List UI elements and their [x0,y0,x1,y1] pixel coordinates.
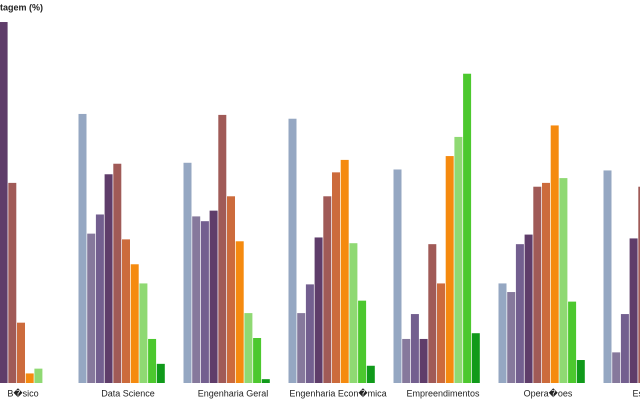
bar [507,292,516,383]
bar [576,360,585,383]
bar [87,233,96,383]
bar [428,244,437,383]
bar [410,314,419,383]
bar [393,169,402,383]
bar [638,186,640,383]
bar [366,365,375,383]
bar [533,186,542,383]
bar [314,237,323,383]
bar [104,174,113,383]
bar [629,238,638,383]
x-tick-label: Escolha C [632,388,640,398]
bar [358,300,367,383]
bar [620,314,629,383]
bar [122,239,130,383]
bar [498,283,507,383]
bar [148,338,157,383]
bar [8,182,17,383]
bar [0,22,8,384]
bar [200,221,209,383]
bar [332,172,340,383]
x-tick-label: Empreendimentos [406,388,480,398]
bar [192,216,201,383]
bar [218,114,227,384]
bar [471,333,480,383]
bar [612,352,621,383]
bar [209,210,218,383]
bar [297,313,306,383]
bar [323,196,332,383]
bar [559,178,568,383]
bar [130,264,139,383]
axis-title: tagem (%) [0,2,43,12]
bar [139,283,148,383]
bar [542,182,550,383]
bar [340,159,349,383]
bar [17,322,25,383]
bar [402,338,411,383]
bar [261,379,270,383]
bar [445,156,454,383]
bar [288,118,297,383]
bar [603,170,612,383]
bar [244,313,253,383]
bar [113,163,122,383]
x-tick-label: Opera�oes [524,387,573,398]
bar [183,162,192,383]
bar [253,337,262,383]
x-tick-label: B�sico [7,387,38,398]
bar [34,368,43,383]
bar [235,241,244,383]
bar [515,244,524,383]
bar [305,284,314,383]
bar [25,373,34,383]
x-tick-label: Engenharia Econ�mica [289,387,386,398]
bar [454,136,463,383]
bar [95,214,104,383]
bar [568,301,577,383]
bar [227,196,235,383]
bar [550,125,559,384]
bar [419,338,428,383]
bar [437,283,445,383]
bar [78,113,87,383]
x-tick-label: Engenharia Geral [198,388,269,398]
x-tick-label: Data Science [101,388,155,398]
bar [463,73,472,383]
bar [349,243,358,383]
bar [524,234,533,383]
bar [156,363,165,383]
